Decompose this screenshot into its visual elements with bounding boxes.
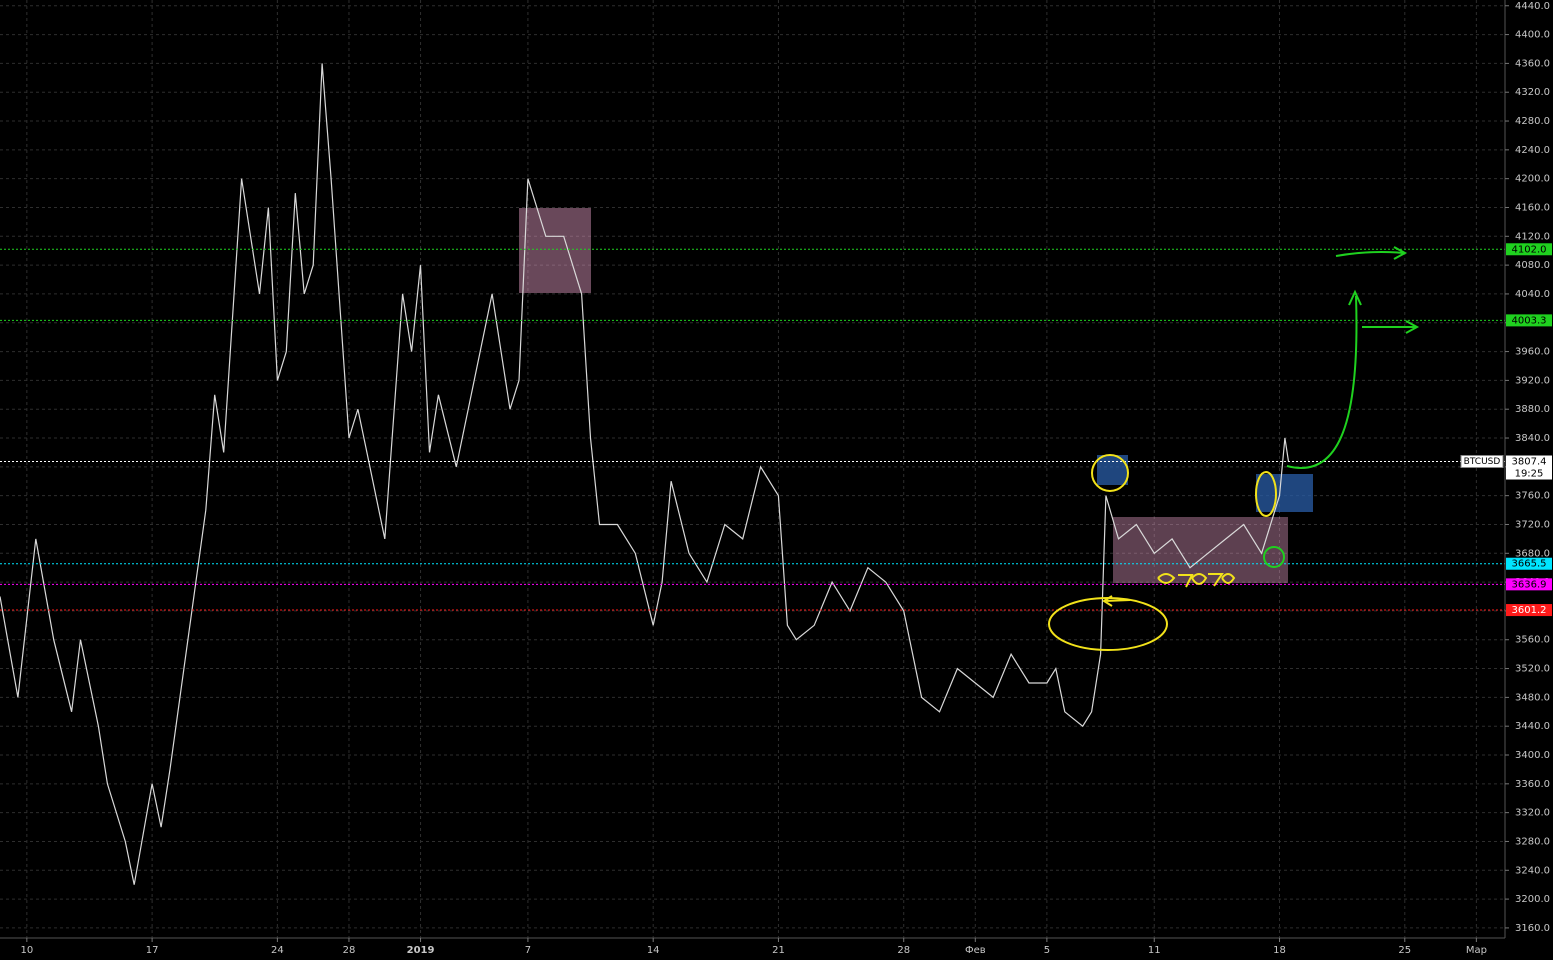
x-tick-label: 28 [343,945,356,956]
level-label: 3601.2 [1512,605,1547,616]
x-tick-label: Фев [965,945,986,956]
y-tick-label: 4440.0 [1515,1,1550,12]
x-tick-label: 24 [271,945,284,956]
level-label: 3807.4 [1512,457,1547,468]
y-tick-label: 4320.0 [1515,87,1550,98]
y-tick-label: 3360.0 [1515,779,1550,790]
x-tick-label: 7 [525,945,531,956]
y-tick-label: 3880.0 [1515,404,1550,415]
level-tag [1506,557,1552,570]
level-tag [1506,314,1552,327]
yellow-arrow [1102,595,1131,607]
level-tag [1506,243,1552,256]
y-tick-label: 4400.0 [1515,30,1550,41]
green-arrow [1362,320,1420,334]
x-tick-label: 25 [1398,945,1411,956]
y-tick-label: 3160.0 [1515,923,1550,934]
y-tick-label: 4040.0 [1515,289,1550,300]
y-tick-label: 3520.0 [1515,664,1550,675]
level-label: 4003.3 [1512,315,1547,326]
yellow-scribble [1157,573,1236,588]
x-tick-label: 28 [897,945,910,956]
green-arrow [1335,246,1408,260]
level-tag [1506,455,1552,468]
order-box [1256,474,1313,512]
x-tick-label: 17 [146,945,159,956]
x-tick-label: 21 [772,945,785,956]
y-tick-label: 3840.0 [1515,433,1550,444]
countdown: 19:25 [1515,469,1544,480]
y-tick-label: 3760.0 [1515,491,1550,502]
x-tick-label: 14 [647,945,660,956]
level-label: 4102.0 [1512,244,1547,255]
level-label: 3665.5 [1512,559,1547,570]
symbol-label: BTCUSD [1464,457,1501,467]
y-tick-label: 3960.0 [1515,347,1550,358]
price-axis [1505,0,1553,960]
y-tick-label: 4280.0 [1515,116,1550,127]
x-tick-label: 5 [1044,945,1050,956]
axis-labels: 3160.0 3200.0 3240.0 3280.0 3320.0 3360.0 3400… [20,1,1552,956]
y-tick-label: 3280.0 [1515,836,1550,847]
y-tick-label: 4160.0 [1515,202,1550,213]
y-tick-label: 4240.0 [1515,145,1550,156]
y-tick-label: 4200.0 [1515,174,1550,185]
annotations [519,208,1313,583]
x-tick-label: 2019 [407,945,435,956]
x-tick-label: Мар [1466,945,1487,956]
y-tick-label: 4360.0 [1515,58,1550,69]
y-tick-label: 3440.0 [1515,721,1550,732]
level-tag [1506,578,1552,591]
price-line [0,63,1290,885]
y-tick-label: 4120.0 [1515,231,1550,242]
zone-box [519,208,591,293]
y-tick-label: 3920.0 [1515,375,1550,386]
grid [0,0,1505,938]
level-tag [1506,604,1552,617]
x-tick-label: 10 [20,945,33,956]
y-tick-label: 3200.0 [1515,894,1550,905]
y-tick-label: 4080.0 [1515,260,1550,271]
time-axis [0,938,1505,960]
countdown-tag [1506,467,1552,480]
green-circle [1263,546,1285,568]
zone-box [1113,517,1288,583]
y-tick-label: 3680.0 [1515,548,1550,559]
y-tick-label: 3240.0 [1515,865,1550,876]
plot [0,63,1505,885]
green-arrow [1286,289,1362,469]
y-tick-label: 3720.0 [1515,519,1550,530]
drawings [1048,246,1420,651]
x-tick-label: 18 [1273,945,1286,956]
y-tick-label: 3320.0 [1515,808,1550,819]
yellow-circle [1091,454,1129,492]
symbol-tag [1460,455,1504,469]
y-tick-label: 3480.0 [1515,692,1550,703]
yellow-ellipse [1255,471,1277,517]
y-tick-label: 3560.0 [1515,635,1550,646]
level-label: 3636.9 [1512,579,1547,590]
x-tick-label: 11 [1148,945,1161,956]
y-tick-label: 3400.0 [1515,750,1550,761]
